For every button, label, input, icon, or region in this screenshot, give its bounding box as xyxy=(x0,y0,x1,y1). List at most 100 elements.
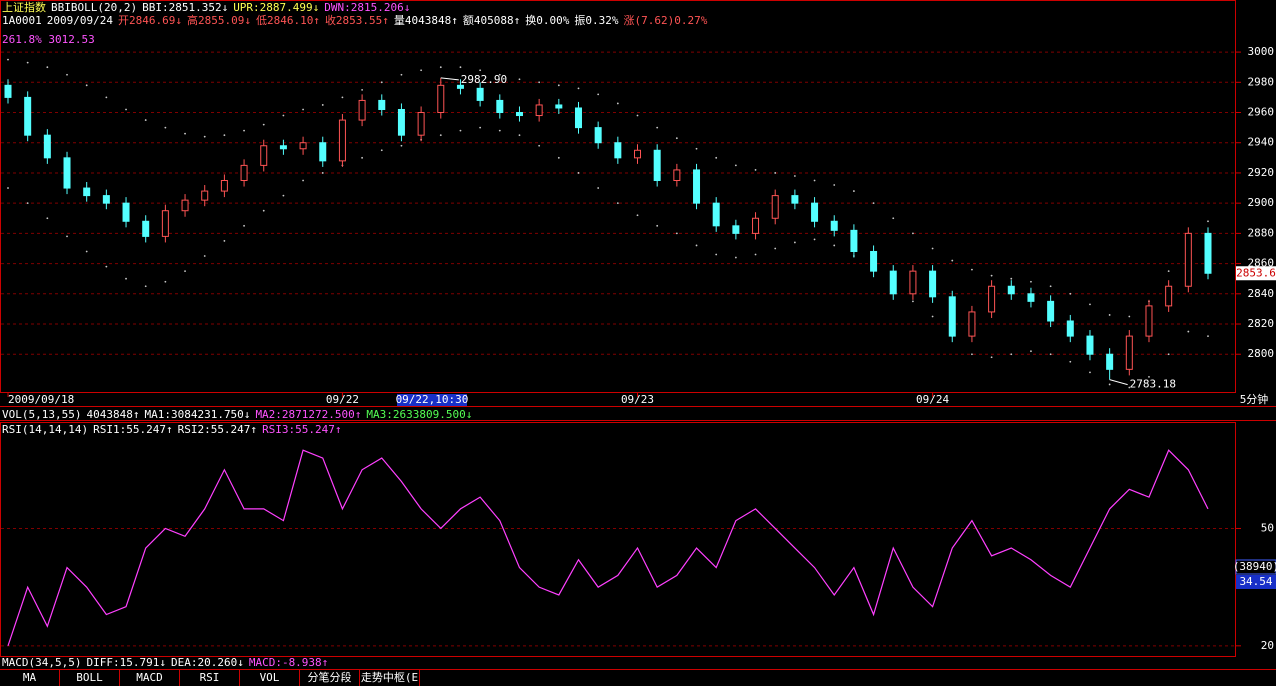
band-dot xyxy=(223,240,226,242)
band-dot xyxy=(203,135,206,138)
candle-body xyxy=(673,169,681,181)
band-dot xyxy=(282,114,285,117)
band-dot xyxy=(184,270,186,273)
band-dot xyxy=(243,224,245,227)
band-dot xyxy=(1108,314,1111,316)
candle-body xyxy=(811,202,819,222)
band-dot xyxy=(793,175,796,177)
band-dot xyxy=(931,315,934,318)
quote: 额405088↑ xyxy=(462,14,521,27)
y-tick-label: 2880 xyxy=(1248,226,1275,239)
vol-box xyxy=(1235,559,1276,575)
macd-label: MACD(34,5,5) xyxy=(2,656,82,669)
annotation: 2783.18 xyxy=(1130,378,1176,391)
candle-body xyxy=(535,104,543,117)
candle-body xyxy=(437,84,445,114)
band-dot xyxy=(577,172,580,174)
candle-body xyxy=(319,142,327,162)
band-dot xyxy=(164,126,167,129)
band-dot xyxy=(1207,335,1209,338)
candle-body xyxy=(752,217,760,234)
band-dot xyxy=(656,126,659,129)
y-tick-label: 20 xyxy=(1261,639,1274,652)
band-dot xyxy=(1108,383,1111,386)
candle-body xyxy=(279,145,287,150)
band-dot xyxy=(7,58,9,61)
band-dot xyxy=(321,104,324,106)
band-dot xyxy=(990,356,993,359)
macd-value: MACD:-8.938↑ xyxy=(248,656,329,669)
band-dot xyxy=(616,102,619,105)
band-dot xyxy=(577,87,580,90)
candle-body xyxy=(1165,285,1173,307)
band-dot xyxy=(439,66,442,69)
tab[interactable]: RSI xyxy=(180,670,240,686)
tab[interactable]: BOLL xyxy=(60,670,120,686)
candle-body xyxy=(240,164,248,181)
band-dot xyxy=(282,194,285,197)
last-price-box xyxy=(1236,266,1276,281)
cursor-time-box xyxy=(397,394,467,406)
indicator: BBIBOLL(20,2) xyxy=(51,1,138,14)
candle-body xyxy=(693,169,701,204)
quote: 高2855.09↓ xyxy=(186,14,251,27)
candle-body xyxy=(870,251,878,272)
tab[interactable]: 分笔分段 xyxy=(300,670,360,686)
candle-body xyxy=(1106,353,1114,370)
band-dot xyxy=(616,202,619,205)
band-dot xyxy=(656,224,659,227)
band-dot xyxy=(774,172,777,174)
band-dot xyxy=(1030,280,1032,283)
band-dot xyxy=(1167,353,1170,356)
quote: 量4043848↑ xyxy=(393,14,458,27)
band-dot xyxy=(1049,353,1052,356)
band-dot xyxy=(66,73,68,76)
tab[interactable]: MACD xyxy=(120,670,180,686)
band-dot xyxy=(243,129,245,132)
candle-body xyxy=(201,190,209,201)
y-tick-label: 2940 xyxy=(1248,136,1275,149)
band-dot xyxy=(105,96,108,99)
candle-body xyxy=(1086,335,1094,355)
band-dot xyxy=(715,253,718,256)
band-dot xyxy=(1089,303,1091,306)
tab[interactable]: VOL xyxy=(240,670,300,686)
x-tick-label: 09/22 xyxy=(326,393,359,406)
band-dot xyxy=(262,123,265,126)
candle-body xyxy=(574,107,582,129)
candle-body xyxy=(712,202,720,227)
band-dot xyxy=(734,164,737,167)
tab[interactable]: MA xyxy=(0,670,60,686)
tab[interactable]: 走势中枢(E xyxy=(360,670,420,686)
vol-line: VOL(5,13,55) 4043848↑ MA1:3084231.750↓ MA2:… xyxy=(2,408,477,421)
band-dot xyxy=(518,134,521,137)
vol-label: VOL(5,13,55) xyxy=(2,408,82,421)
tab-bar: MA BOLL MACD RSI VOL 分笔分段 走势中枢(E xyxy=(0,669,1276,686)
band-dot xyxy=(931,247,934,250)
band-dot xyxy=(695,244,698,247)
band-dot xyxy=(715,156,718,159)
candle-body xyxy=(1007,285,1015,295)
band-dot xyxy=(361,156,363,159)
band-dot xyxy=(813,179,816,182)
vol-box-text: (38940) xyxy=(1233,560,1276,573)
candle-body xyxy=(1027,293,1035,302)
rsi-frame xyxy=(0,422,1236,657)
header-line1: 上证指数 BBIBOLL(20,2) BBI:2851.352↓ UPR:2887.4… xyxy=(2,1,415,14)
band-dot xyxy=(1187,330,1190,333)
y-tick-label: 2980 xyxy=(1248,75,1275,88)
candle-body xyxy=(909,270,917,295)
band-dot xyxy=(184,132,186,135)
band-dot xyxy=(125,108,127,111)
band-dot xyxy=(459,129,462,132)
band-dot xyxy=(1010,353,1013,356)
band-dot xyxy=(734,256,737,259)
band-dot xyxy=(774,247,777,250)
band-dot xyxy=(813,238,816,241)
candle-body xyxy=(102,195,110,204)
band-dot xyxy=(538,81,541,84)
band-dot xyxy=(380,81,383,84)
y-tick-label: 2840 xyxy=(1248,287,1275,300)
band-dot xyxy=(1148,375,1150,378)
